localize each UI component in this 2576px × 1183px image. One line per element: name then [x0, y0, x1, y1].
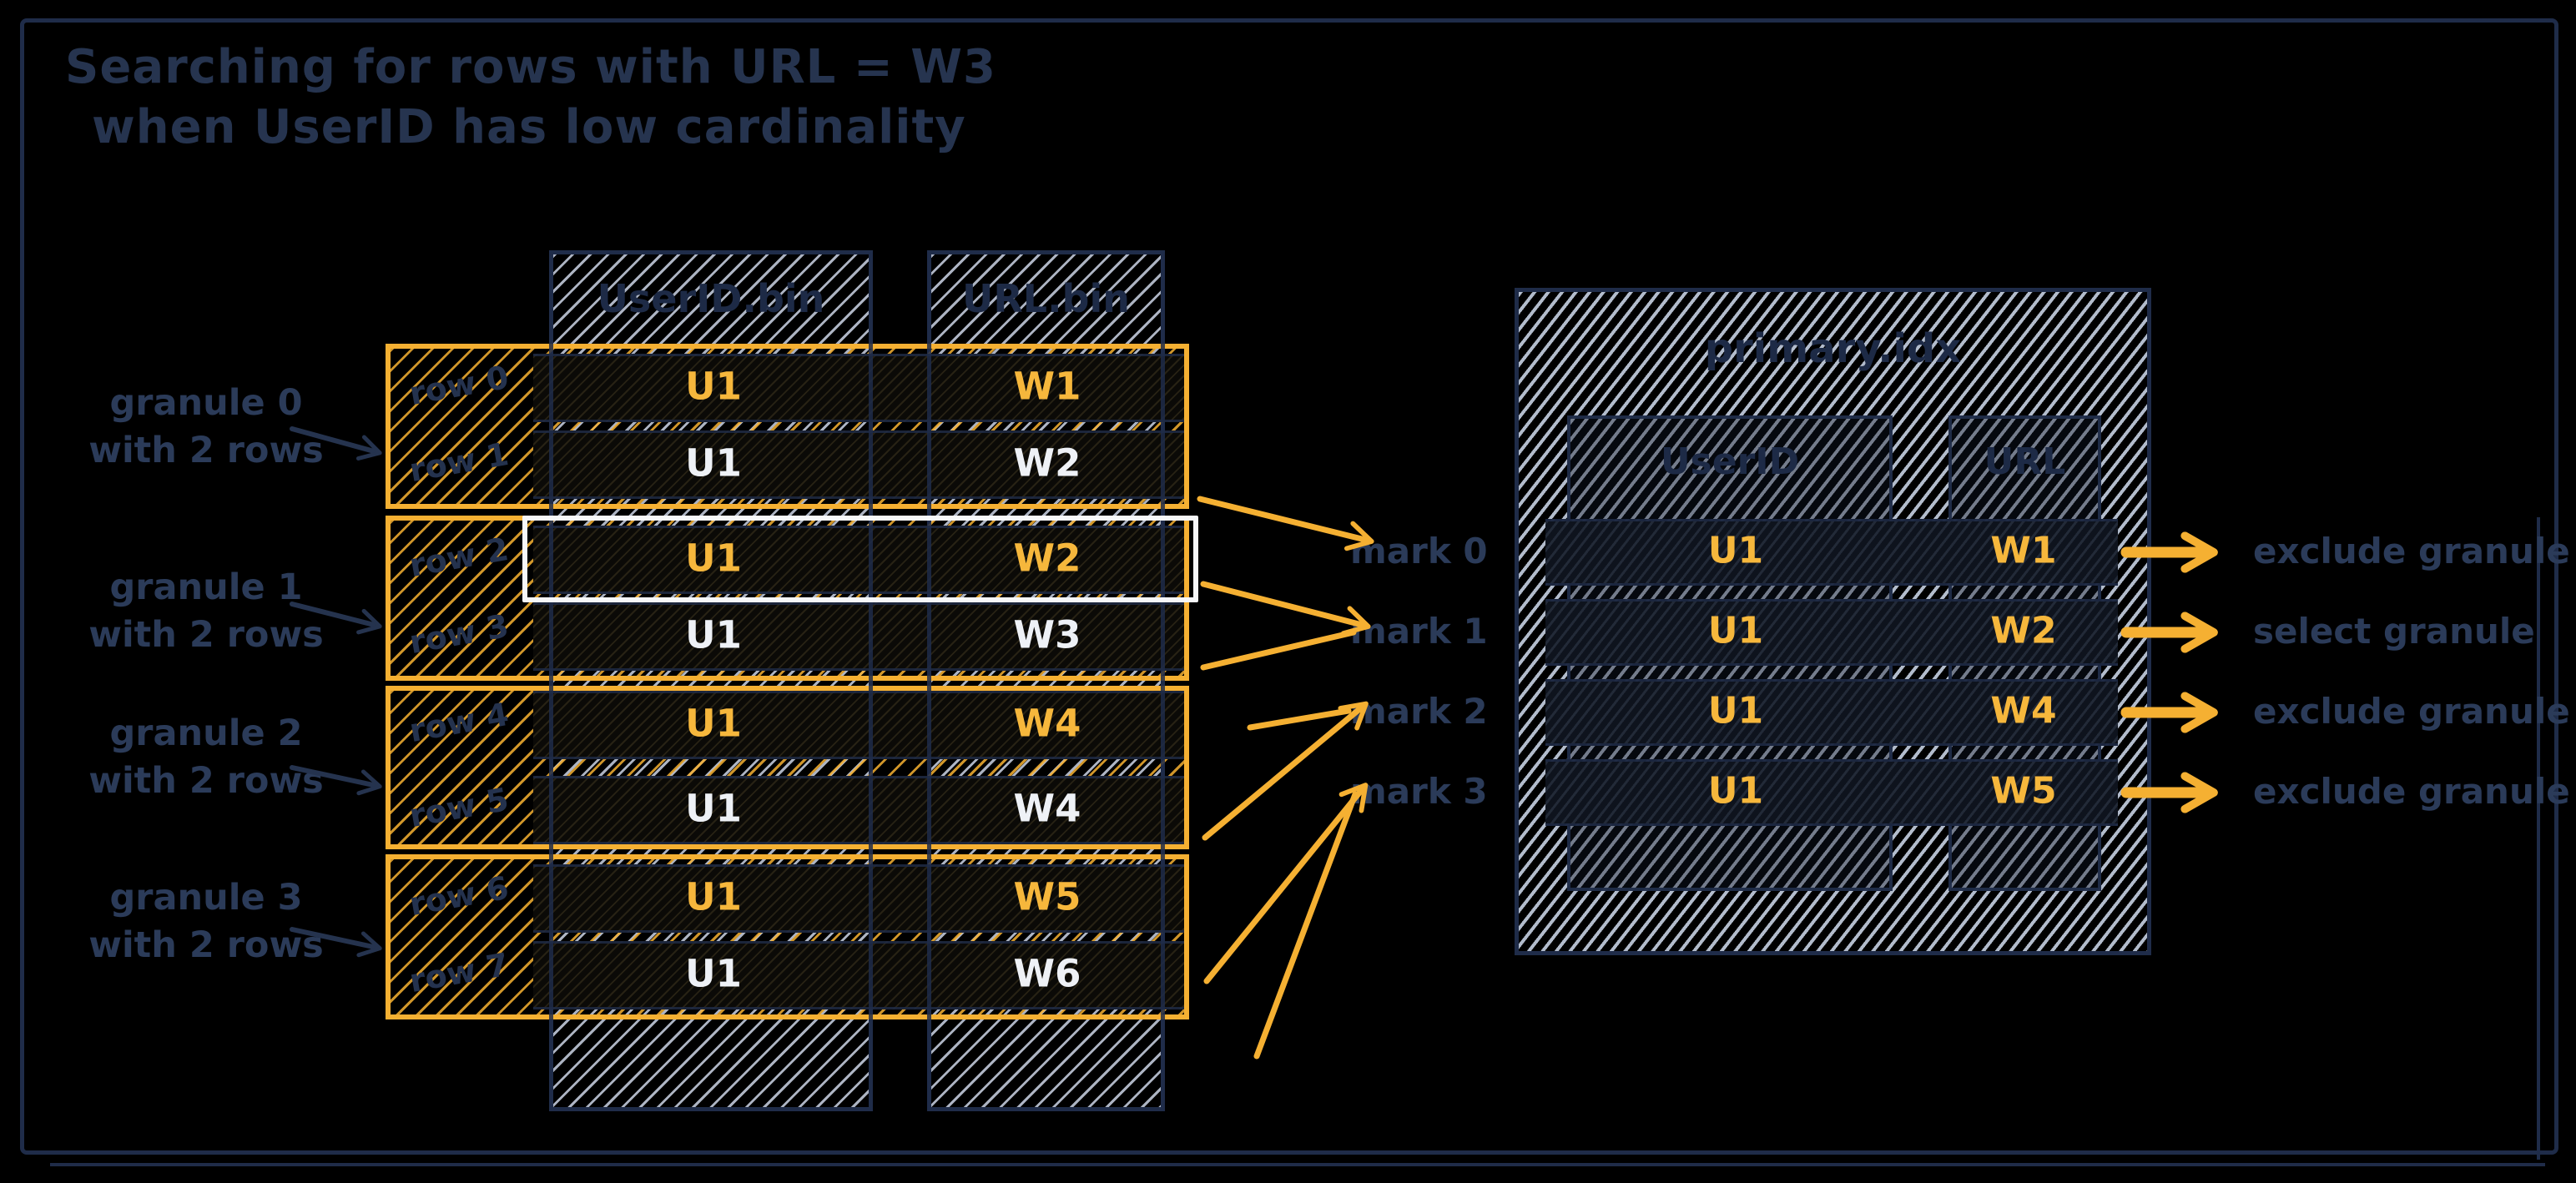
- action-label: exclude granule: [2253, 691, 2570, 732]
- table-row: U1 W4: [533, 776, 1184, 844]
- granule-caption-line-2: with 2 rows: [88, 760, 324, 802]
- table-row: U1 W3: [533, 602, 1184, 671]
- idx-row: U1 W4: [1545, 679, 2118, 746]
- primary-idx-title: primary.idx: [1704, 325, 1962, 372]
- table-row: U1 W2: [533, 430, 1184, 499]
- frame-double-stroke-right: [2537, 517, 2540, 1160]
- selected-row-highlight: [522, 516, 1198, 602]
- column-border: [927, 344, 931, 1019]
- mark-2-label: mark 2: [1350, 691, 1488, 732]
- cell-userid: U1: [685, 612, 742, 657]
- granule-2-caption: granule 2 with 2 rows: [68, 710, 344, 805]
- userid-bin-column-header: UserID.bin: [597, 276, 825, 321]
- action-label: select granule: [2253, 611, 2535, 652]
- cell-url: W1: [1990, 529, 2057, 572]
- cell-userid: U1: [685, 874, 742, 919]
- cell-url: W1: [1013, 364, 1081, 409]
- frame-double-stroke-bottom: [50, 1163, 2545, 1166]
- cell-userid: U1: [685, 786, 742, 831]
- cell-userid: U1: [685, 536, 742, 581]
- cell-url: W5: [1013, 874, 1081, 919]
- cell-url: W2: [1013, 440, 1081, 486]
- mark-3-label: mark 3: [1350, 771, 1488, 812]
- idx-url-header: URL: [1984, 440, 2066, 483]
- cell-userid: U1: [685, 364, 742, 409]
- column-border: [869, 344, 873, 1019]
- cell-userid: U1: [1707, 609, 1764, 652]
- cell-url: W3: [1013, 612, 1081, 657]
- table-row: U1 W6: [533, 941, 1184, 1009]
- action-label: exclude granule: [2253, 771, 2570, 812]
- cell-userid: U1: [685, 951, 742, 996]
- idx-row: U1 W2: [1545, 599, 2118, 666]
- cell-userid: U1: [1707, 769, 1764, 813]
- granule-0-caption: granule 0 with 2 rows: [68, 380, 344, 475]
- cell-url: W5: [1990, 769, 2057, 813]
- granule-caption-line-1: granule 1: [109, 566, 303, 608]
- granule-1-caption: granule 1 with 2 rows: [68, 564, 344, 659]
- column-border: [549, 344, 553, 1019]
- granule-caption-line-2: with 2 rows: [88, 614, 324, 656]
- granule-caption-line-2: with 2 rows: [88, 430, 324, 471]
- url-bin-column-header: URL.bin: [961, 276, 1130, 321]
- cell-userid: U1: [1707, 689, 1764, 732]
- granule-caption-line-2: with 2 rows: [88, 924, 324, 966]
- column-border: [1161, 344, 1165, 1019]
- granule-caption-line-1: granule 3: [109, 877, 303, 919]
- action-label: exclude granule: [2253, 531, 2570, 571]
- cell-url: W4: [1013, 786, 1081, 831]
- cell-url: W2: [1013, 536, 1081, 581]
- table-row-highlighted: U1 W2: [533, 526, 1184, 594]
- outer-frame: [20, 18, 2558, 1155]
- cell-url: W4: [1990, 689, 2057, 732]
- granule-caption-line-1: granule 2: [109, 712, 303, 754]
- cell-url: W6: [1013, 951, 1081, 996]
- cell-userid: U1: [685, 701, 742, 746]
- cell-url: W2: [1990, 609, 2057, 652]
- granule-caption-line-1: granule 0: [109, 382, 303, 424]
- cell-url: W4: [1013, 701, 1081, 746]
- table-row: U1 W1: [533, 354, 1184, 422]
- granule-3-caption: granule 3 with 2 rows: [68, 874, 344, 969]
- idx-row: U1 W1: [1545, 519, 2118, 586]
- diagram-title-line-1: Searching for rows with URL = W3: [65, 40, 997, 94]
- cell-userid: U1: [685, 440, 742, 486]
- cell-userid: U1: [1707, 529, 1764, 572]
- idx-row: U1 W5: [1545, 759, 2118, 826]
- table-row: U1 W4: [533, 691, 1184, 759]
- idx-userid-header: UserID: [1660, 440, 1800, 483]
- mark-1-label: mark 1: [1350, 611, 1488, 652]
- table-row: U1 W5: [533, 864, 1184, 933]
- diagram-title-line-2: when UserID has low cardinality: [92, 100, 966, 154]
- mark-0-label: mark 0: [1350, 531, 1488, 571]
